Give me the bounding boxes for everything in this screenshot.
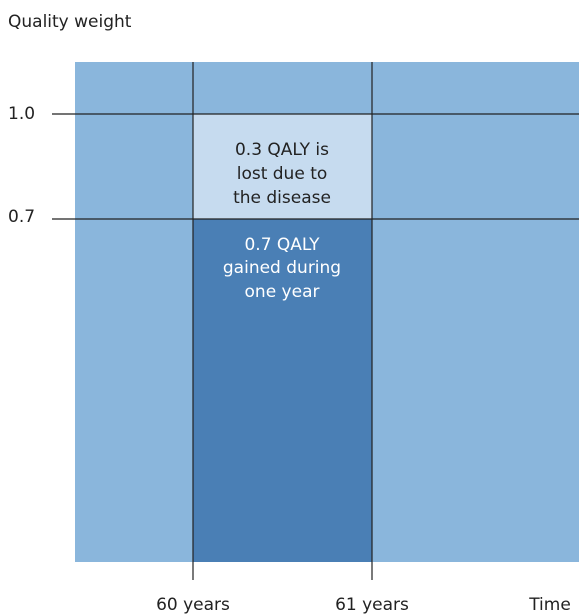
box-text: the disease (233, 188, 331, 208)
box-text: lost due to (237, 164, 328, 184)
box-text: one year (245, 282, 320, 302)
y-tick-label: 0.7 (8, 207, 35, 227)
y-tick-label: 1.0 (8, 104, 35, 124)
box-text: 0.7 QALY (244, 235, 320, 255)
box-text: gained during (223, 258, 341, 278)
lost-box (193, 114, 372, 219)
x-label: 61 years (335, 595, 409, 615)
gained-box (193, 219, 372, 562)
x-label: 60 years (156, 595, 230, 615)
y-axis-label: Quality weight (8, 12, 132, 32)
x-label: Time (528, 595, 571, 615)
box-text: 0.3 QALY is (235, 140, 329, 160)
